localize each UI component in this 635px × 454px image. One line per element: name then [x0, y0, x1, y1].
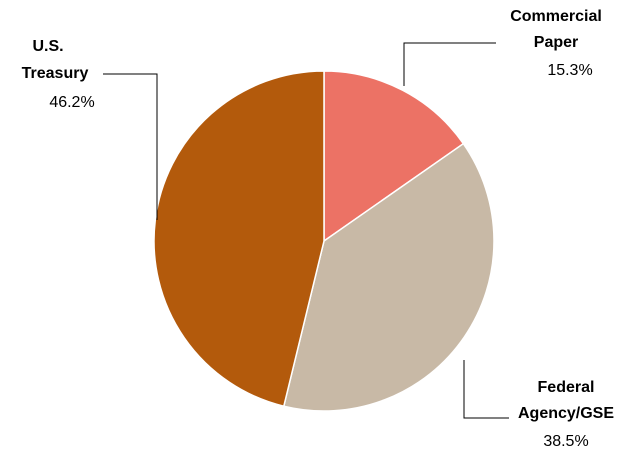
label-commercial-paper: Commercial Paper 15.3% [510, 8, 602, 79]
label-federal-agency-value: 38.5% [543, 433, 588, 450]
slice-commercial-paper [323, 70, 465, 243]
label-us-treasury-line-2: Treasury [22, 65, 89, 82]
slice-labels: Commercial Paper 15.3% Federal Agency/GS… [22, 8, 615, 450]
label-us-treasury-line-1: U.S. [32, 38, 63, 55]
label-federal-agency-line-2: Agency/GSE [518, 405, 614, 422]
label-federal-agency-gse: Federal Agency/GSE 38.5% [518, 379, 614, 450]
label-us-treasury: U.S. Treasury 46.2% [22, 38, 95, 111]
leader-line-federal-agency-gse [463, 360, 509, 419]
slice-federal-agency-gse [282, 142, 495, 412]
leader-line-commercial-paper [403, 42, 496, 86]
leader-lines [103, 42, 509, 419]
slice-us-treasury [153, 70, 325, 408]
label-federal-agency-line-1: Federal [538, 379, 595, 396]
pie-slices [153, 70, 495, 412]
leader-line-us-treasury [103, 73, 158, 220]
label-commercial-paper-line-2: Paper [534, 34, 578, 51]
label-us-treasury-value: 46.2% [49, 94, 94, 111]
label-commercial-paper-value: 15.3% [547, 62, 592, 79]
label-commercial-paper-line-1: Commercial [510, 8, 602, 25]
